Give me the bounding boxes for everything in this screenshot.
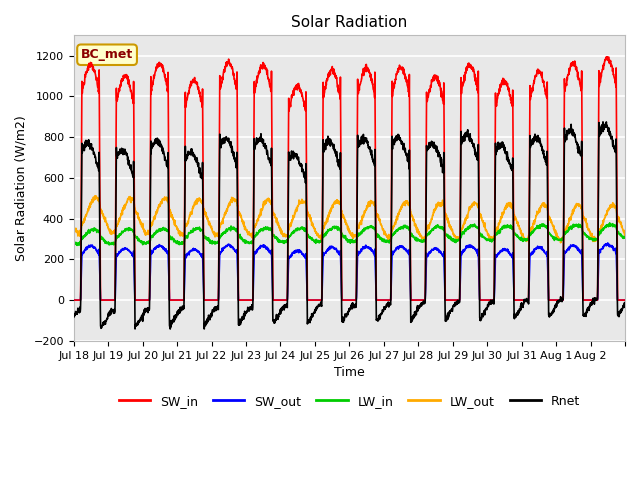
X-axis label: Time: Time	[334, 366, 365, 379]
Text: BC_met: BC_met	[81, 48, 133, 61]
Y-axis label: Solar Radiation (W/m2): Solar Radiation (W/m2)	[15, 115, 28, 261]
Title: Solar Radiation: Solar Radiation	[291, 15, 408, 30]
Legend: SW_in, SW_out, LW_in, LW_out, Rnet: SW_in, SW_out, LW_in, LW_out, Rnet	[114, 390, 585, 413]
